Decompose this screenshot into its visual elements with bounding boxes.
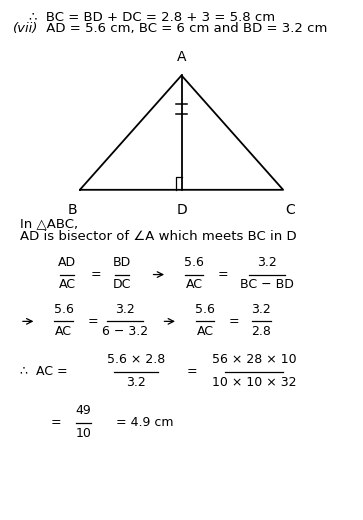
Text: (vii): (vii): [13, 22, 38, 35]
Text: 3.2: 3.2: [257, 256, 277, 269]
Text: BC − BD: BC − BD: [240, 278, 294, 291]
Text: =: =: [51, 416, 62, 430]
Text: 5.6 × 2.8: 5.6 × 2.8: [107, 354, 165, 366]
Text: ∴  AC =: ∴ AC =: [20, 365, 68, 379]
Text: AC: AC: [197, 326, 213, 339]
Text: =: =: [187, 365, 198, 379]
Text: AD: AD: [58, 256, 76, 269]
Text: C: C: [286, 203, 295, 217]
Text: 10: 10: [76, 426, 91, 439]
Text: ∴  BC = BD + DC = 2.8 + 3 = 5.8 cm: ∴ BC = BD + DC = 2.8 + 3 = 5.8 cm: [29, 11, 275, 24]
Text: DC: DC: [113, 278, 131, 291]
Text: A: A: [177, 50, 186, 64]
Text: AD = 5.6 cm, BC = 6 cm and BD = 3.2 cm: AD = 5.6 cm, BC = 6 cm and BD = 3.2 cm: [42, 22, 327, 35]
Text: =: =: [91, 268, 102, 281]
Text: =: =: [229, 315, 240, 328]
Text: BD: BD: [113, 256, 131, 269]
Text: 10 × 10 × 32: 10 × 10 × 32: [212, 375, 296, 388]
Text: 3.2: 3.2: [115, 303, 135, 316]
Text: AC: AC: [186, 278, 203, 291]
Text: 6 − 3.2: 6 − 3.2: [102, 326, 148, 339]
Text: AC: AC: [55, 326, 72, 339]
Text: 56 × 28 × 10: 56 × 28 × 10: [212, 354, 297, 366]
Text: = 4.9 cm: = 4.9 cm: [116, 416, 174, 430]
Text: 5.6: 5.6: [184, 256, 204, 269]
Text: AC: AC: [59, 278, 76, 291]
Text: AD is bisector of ∠A which meets BC in D: AD is bisector of ∠A which meets BC in D: [20, 230, 297, 243]
Text: =: =: [87, 315, 98, 328]
Text: B: B: [68, 203, 77, 217]
Text: 2.8: 2.8: [252, 326, 271, 339]
Text: 3.2: 3.2: [252, 303, 271, 316]
Text: In △ABC,: In △ABC,: [20, 217, 78, 230]
Text: =: =: [218, 268, 229, 281]
Text: 5.6: 5.6: [54, 303, 73, 316]
Text: 5.6: 5.6: [195, 303, 215, 316]
Text: D: D: [176, 203, 187, 217]
Text: 49: 49: [76, 405, 91, 417]
Text: 3.2: 3.2: [126, 375, 146, 388]
